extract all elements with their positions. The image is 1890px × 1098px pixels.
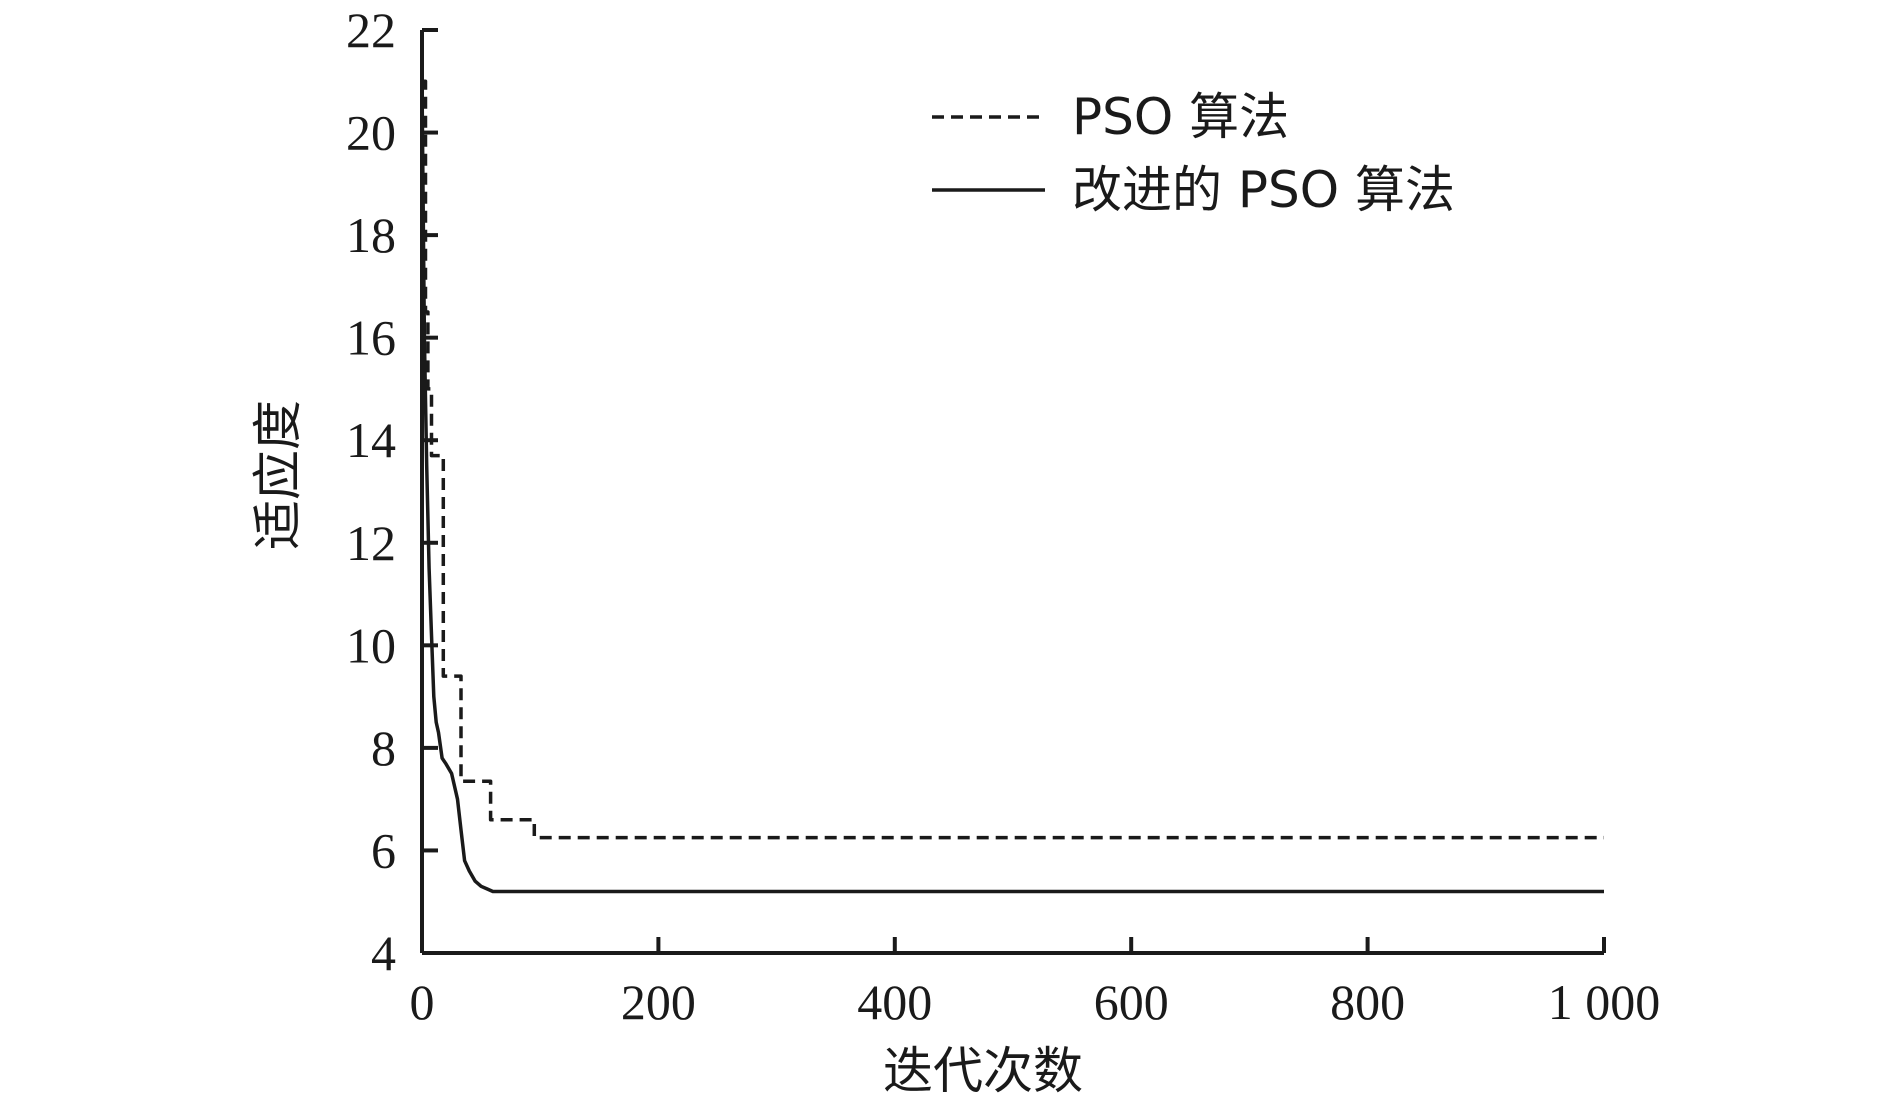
y-tick-label: 10 bbox=[346, 617, 396, 673]
y-tick-label: 18 bbox=[346, 207, 396, 263]
y-tick-label: 8 bbox=[371, 720, 396, 776]
x-tick-label: 400 bbox=[857, 974, 932, 1030]
y-tick-label: 16 bbox=[346, 310, 396, 366]
axes bbox=[420, 30, 1604, 955]
y-tick-label: 4 bbox=[371, 925, 396, 981]
legend-label-1: 改进的 PSO 算法 bbox=[1072, 161, 1455, 219]
y-tick-label: 6 bbox=[371, 822, 396, 878]
y-tick-label: 22 bbox=[346, 2, 396, 58]
x-tick-label: 200 bbox=[621, 974, 696, 1030]
y-tick-label: 12 bbox=[346, 515, 396, 571]
y-tick-label: 14 bbox=[346, 412, 396, 468]
series-line-0 bbox=[422, 79, 1604, 840]
x-tick-label: 600 bbox=[1094, 974, 1169, 1030]
x-ticks: 0 200 400 600 800 1 000 bbox=[410, 937, 1661, 1030]
x-tick-label: 800 bbox=[1330, 974, 1405, 1030]
y-tick-label: 20 bbox=[346, 105, 396, 161]
x-tick-label: 0 bbox=[410, 974, 435, 1030]
plot-lines bbox=[420, 79, 1604, 894]
x-tick-label: 1 000 bbox=[1548, 974, 1661, 1030]
y-axis-title: 适应度 bbox=[249, 400, 307, 550]
series-line-1 bbox=[420, 81, 1604, 894]
legend-label-0: PSO 算法 bbox=[1072, 88, 1289, 146]
y-ticks: 4 6 8 10 12 14 16 18 20 22 bbox=[346, 2, 438, 981]
x-axis-title: 迭代次数 bbox=[883, 1042, 1083, 1098]
